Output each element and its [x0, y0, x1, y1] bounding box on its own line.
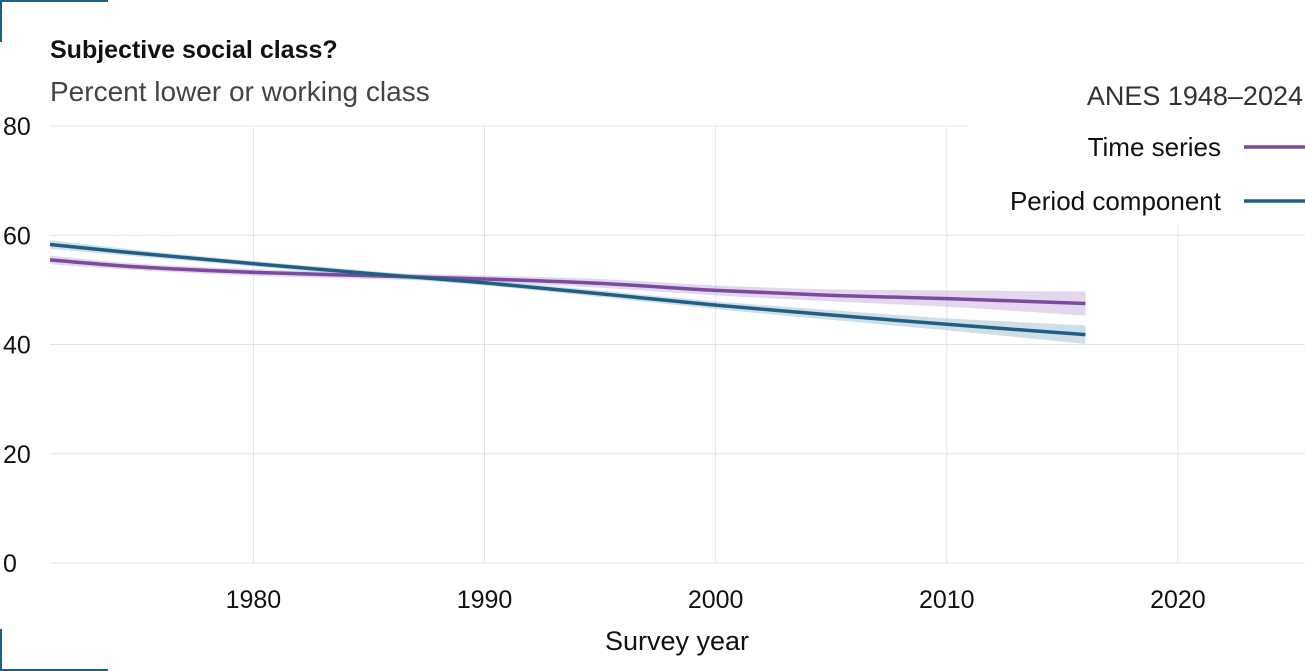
- x-tick-label-2000: 2000: [688, 586, 744, 614]
- y-tick-label-0: 0: [3, 550, 17, 578]
- series-line-period-component: [49, 242, 1086, 337]
- x-axis-ticks: 1980 1990 2000 2010 2020: [226, 586, 1206, 614]
- y-axis-ticks: 0 20 40 60 80: [3, 113, 31, 578]
- legend: ANES 1948–2024 Time series Period compone…: [1010, 81, 1305, 216]
- x-tick-label-2020: 2020: [1150, 586, 1206, 614]
- x-tick-label-1990: 1990: [457, 586, 513, 614]
- x-tick-label-2010: 2010: [919, 586, 975, 614]
- legend-background: [968, 112, 1305, 225]
- chart-title: Subjective social class?: [50, 36, 338, 64]
- x-axis-title: Survey year: [605, 626, 749, 656]
- chart-subtitle: Percent lower or working class: [50, 76, 430, 107]
- legend-label-time-series: Time series: [1088, 132, 1221, 162]
- series-line-time-series: [49, 258, 1086, 306]
- legend-label-period-component: Period component: [1010, 186, 1222, 216]
- x-tick-label-1980: 1980: [226, 586, 282, 614]
- legend-box: [968, 112, 1305, 225]
- series-lines: [49, 242, 1086, 337]
- y-tick-label-60: 60: [3, 222, 31, 250]
- y-tick-label-20: 20: [3, 441, 31, 469]
- y-tick-label-40: 40: [3, 332, 31, 360]
- frame-corner-top-left: [0, 0, 108, 42]
- y-tick-label-80: 80: [3, 113, 31, 141]
- frame-corner-bottom-left: [0, 629, 108, 671]
- confidence-band-time-series: [50, 255, 1086, 316]
- legend-title: ANES 1948–2024: [1087, 81, 1303, 111]
